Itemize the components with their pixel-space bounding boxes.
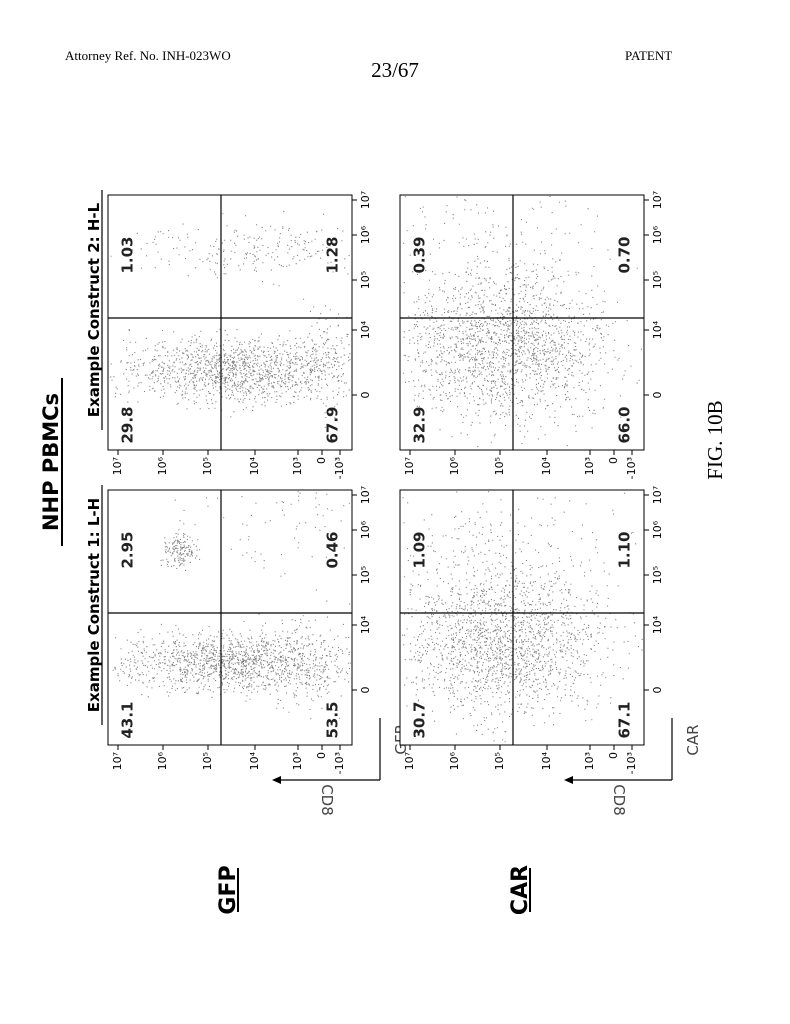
y-axis-label: CD8 [318, 784, 336, 816]
quadrant-percent: 43.1 [119, 701, 137, 738]
y-tick-label: 10⁷ [111, 457, 124, 475]
y-tick-label: 10⁴ [540, 751, 553, 770]
y-tick-label: 10⁷ [111, 752, 124, 770]
plot-frame [399, 194, 645, 451]
y-tick-label: 10⁴ [248, 456, 261, 475]
y-tick-label: -10³ [625, 457, 638, 479]
page-number: 23/67 [371, 58, 419, 82]
quadrant-percent: 2.95 [119, 531, 137, 568]
flow-plot: 32.9 0.39 66.0 0.70 10⁷ 10⁶ 10⁵ 10⁴ 10³ 0 -10³ 0 10⁴… [399, 191, 664, 479]
y-tick-label: 0 [315, 457, 328, 464]
quadrant-percent: 32.9 [411, 406, 429, 443]
y-tick-label: 10⁶ [448, 456, 461, 475]
x-tick-label: 10⁷ [359, 191, 372, 209]
arrow-head [564, 776, 573, 784]
x-tick-label: 0 [359, 687, 372, 694]
quadrant-percent: 67.1 [616, 701, 634, 738]
x-tick-label: 10⁴ [359, 320, 372, 339]
y-tick-label: 10⁴ [248, 751, 261, 770]
event-dots [112, 620, 351, 702]
y-tick-label: -10³ [333, 457, 346, 479]
event-dots [402, 547, 643, 743]
quadrant-percent: 0.46 [324, 531, 342, 568]
x-tick-label: 10⁶ [651, 225, 664, 244]
y-tick-label: 10⁵ [201, 752, 214, 770]
figure-title: NHP PBMCs [39, 393, 63, 531]
x-tick-label: 10⁵ [359, 271, 372, 289]
event-dots [160, 529, 201, 571]
y-tick-label: -10³ [333, 752, 346, 774]
column-heading: Example Construct 2: H-L [85, 202, 103, 417]
arrow-head [272, 776, 281, 784]
y-axis-label: CD8 [610, 784, 628, 816]
y-tick-label: 10³ [291, 457, 304, 475]
flow-plot: 29.8 1.03 67.9 1.28 10⁷ 10⁶ 10⁵ 10⁴ 10³ 0 -10³ 0 10⁴… [107, 191, 372, 479]
x-tick-label: 10⁷ [651, 486, 664, 504]
x-tick-label: 10⁶ [359, 520, 372, 539]
flow-plot: 30.7 1.09 67.1 1.10 10⁷ 10⁶ 10⁵ 10⁴ 10³ 0 -10³ 0 10⁴… [399, 486, 664, 774]
x-tick-label: 10⁵ [651, 271, 664, 289]
y-tick-label: 10⁶ [156, 456, 169, 475]
y-tick-label: 10⁷ [403, 752, 416, 770]
x-tick-label: 0 [651, 392, 664, 399]
quadrant-percent: 1.09 [411, 531, 429, 568]
x-tick-label: 10⁴ [651, 320, 664, 339]
patent-label: PATENT [625, 48, 672, 63]
x-tick-label: 10⁵ [359, 566, 372, 584]
y-tick-label: 10⁵ [493, 752, 506, 770]
x-tick-label: 10⁷ [359, 486, 372, 504]
event-dots [402, 247, 642, 448]
y-tick-label: -10³ [625, 752, 638, 774]
y-tick-label: 10⁴ [540, 456, 553, 475]
y-tick-label: 10⁷ [403, 457, 416, 475]
quadrant-percent: 0.39 [411, 236, 429, 273]
quadrant-percent: 0.70 [616, 236, 634, 273]
y-tick-label: 10⁶ [156, 751, 169, 770]
quadrant-percent: 1.28 [324, 236, 342, 273]
x-tick-label: 0 [651, 687, 664, 694]
flow-plot: 43.1 2.95 53.5 0.46 10⁷ 10⁶ 10⁵ 10⁴ 10³ 0 -10³ 0 10⁴… [107, 486, 372, 774]
x-tick-label: 10⁵ [651, 566, 664, 584]
column-heading: Example Construct 1: L-H [85, 498, 103, 712]
figure-caption: FIG. 10B [703, 400, 727, 479]
x-tick-label: 10⁶ [359, 225, 372, 244]
y-tick-label: 0 [607, 457, 620, 464]
quadrant-percent: 29.8 [119, 406, 137, 443]
quadrant-percent: 66.0 [616, 406, 634, 443]
row-label: CAR [508, 865, 533, 915]
y-tick-label: 10⁵ [201, 457, 214, 475]
quadrant-percent: 1.10 [616, 531, 634, 568]
x-axis-label: CAR [684, 724, 702, 755]
x-tick-label: 10⁷ [651, 191, 664, 209]
figure: NHP PBMCs Example Construct 1: L-H Example… [39, 190, 727, 915]
x-tick-label: 0 [359, 392, 372, 399]
y-tick-label: 10⁵ [493, 457, 506, 475]
y-tick-label: 10³ [583, 752, 596, 770]
y-tick-label: 0 [315, 752, 328, 759]
y-tick-label: 10³ [291, 752, 304, 770]
attorney-ref: Attorney Ref. No. INH-023WO [65, 48, 231, 63]
plot-frame [107, 194, 353, 451]
quadrant-percent: 30.7 [411, 701, 429, 738]
quadrant-percent: 1.03 [119, 236, 137, 273]
x-tick-label: 10⁶ [651, 520, 664, 539]
y-tick-label: 0 [607, 752, 620, 759]
event-dots [242, 600, 351, 720]
quadrant-percent: 67.9 [324, 406, 342, 443]
x-tick-label: 10⁴ [651, 615, 664, 634]
row-label: GFP [216, 865, 241, 914]
plot-frame [107, 489, 353, 746]
y-tick-label: 10³ [583, 457, 596, 475]
quadrant-percent: 53.5 [324, 701, 342, 738]
x-tick-label: 10⁴ [359, 615, 372, 634]
y-tick-label: 10⁶ [448, 751, 461, 770]
